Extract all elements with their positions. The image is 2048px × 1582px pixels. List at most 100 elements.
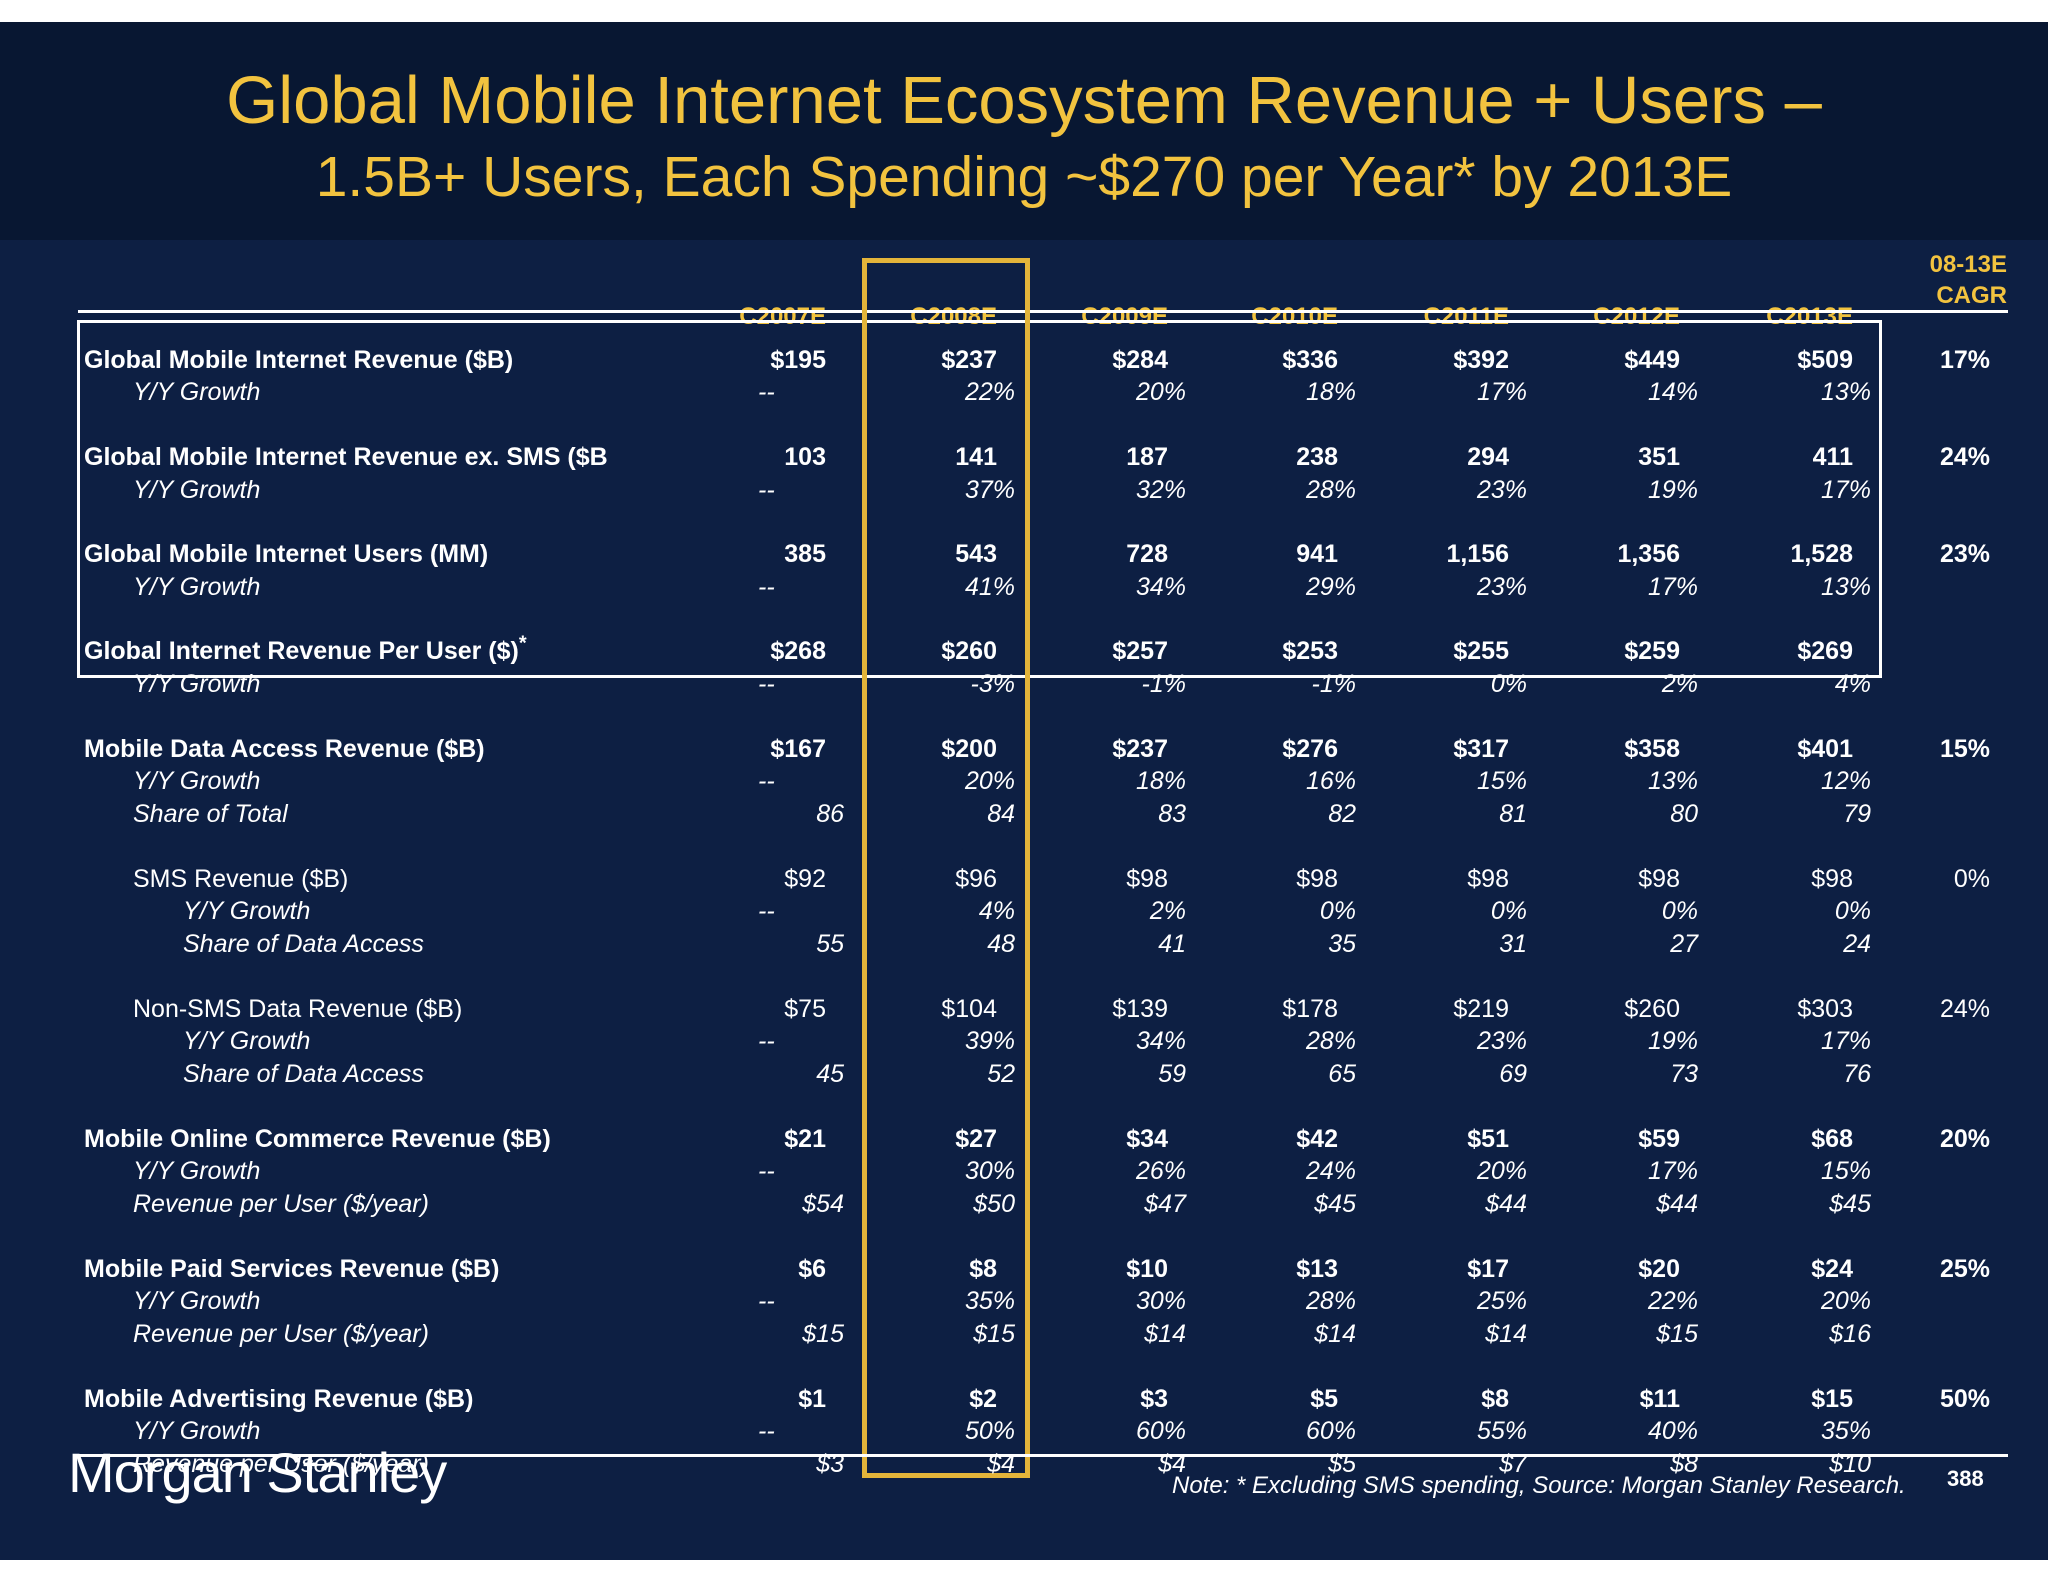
row-label: Share of Data Access bbox=[183, 1060, 424, 1088]
cell-c2013e: 1,528 bbox=[1790, 540, 1853, 568]
table-row: Y/Y Growth -- 35% 30% 28% 25% 22% 20% bbox=[0, 1285, 2048, 1317]
cell-c2013e: $45 bbox=[1829, 1190, 1871, 1218]
cell-c2013e: 13% bbox=[1820, 573, 1871, 601]
table-row: Mobile Online Commerce Revenue ($B) $21 $2… bbox=[0, 1123, 2048, 1155]
cell-c2009e: 30% bbox=[1135, 1287, 1186, 1315]
cell-c2012e: $59 bbox=[1638, 1125, 1680, 1153]
cell-c2010e: 0% bbox=[1319, 897, 1356, 925]
table-row: Revenue per User ($/year) $54 $50 $47 $45 $44… bbox=[0, 1188, 2048, 1220]
cell-c2008e: 37% bbox=[964, 476, 1015, 504]
cell-c2010e: 18% bbox=[1305, 378, 1356, 406]
cell-cagr: 0% bbox=[1953, 865, 1990, 893]
row-label: Share of Data Access bbox=[183, 930, 424, 958]
cell-c2008e: $4 bbox=[987, 1450, 1015, 1478]
cell-c2008e: $200 bbox=[941, 735, 997, 763]
row-label: Mobile Online Commerce Revenue ($B) bbox=[84, 1125, 551, 1153]
table-row: Global Mobile Internet Revenue ex. SMS (… bbox=[0, 441, 2048, 473]
cell-c2007e: $3 bbox=[816, 1450, 844, 1478]
cell-c2012e: $44 bbox=[1656, 1190, 1698, 1218]
cell-c2008e: 141 bbox=[955, 443, 997, 471]
table-row: Y/Y Growth -- 37% 32% 28% 23% 19% 17% bbox=[0, 474, 2048, 506]
cell-c2011e: 55% bbox=[1476, 1417, 1527, 1445]
cell-c2013e: $24 bbox=[1811, 1255, 1853, 1283]
cell-c2013e: 411 bbox=[1812, 443, 1853, 471]
cell-c2010e: 29% bbox=[1305, 573, 1356, 601]
cell-c2013e: $509 bbox=[1797, 346, 1853, 374]
morgan-stanley-logo: Morgan Stanley bbox=[68, 1441, 447, 1504]
cell-c2007e: 55 bbox=[816, 930, 844, 958]
cell-c2010e: $13 bbox=[1296, 1255, 1338, 1283]
footnote-marker: * bbox=[518, 632, 527, 655]
table-row: Y/Y Growth -- 4% 2% 0% 0% 0% 0% bbox=[0, 895, 2048, 927]
cell-c2011e: 0% bbox=[1490, 670, 1527, 698]
cell-c2007e: -- bbox=[758, 670, 775, 698]
row-label: Global Mobile Internet Revenue ($B) bbox=[84, 346, 514, 374]
cell-c2009e: 59 bbox=[1158, 1060, 1186, 1088]
cell-c2013e: 79 bbox=[1843, 800, 1871, 828]
cell-c2012e: 14% bbox=[1647, 378, 1698, 406]
cell-c2007e: -- bbox=[758, 573, 775, 601]
cell-c2013e: 4% bbox=[1834, 670, 1871, 698]
row-label: Y/Y Growth bbox=[183, 897, 311, 925]
cell-cagr: 17% bbox=[1939, 346, 1990, 374]
table-row: Y/Y Growth -- 39% 34% 28% 23% 19% 17% bbox=[0, 1025, 2048, 1057]
cell-c2007e: -- bbox=[758, 476, 775, 504]
cell-c2007e: $92 bbox=[784, 865, 826, 893]
row-label: Mobile Paid Services Revenue ($B) bbox=[84, 1255, 500, 1283]
cell-c2009e: 728 bbox=[1126, 540, 1168, 568]
year-header-c2011e: C2011E bbox=[1423, 303, 1509, 330]
cell-c2009e: 26% bbox=[1135, 1157, 1186, 1185]
cagr-header-label: CAGR bbox=[1936, 282, 2007, 309]
cell-cagr: 50% bbox=[1939, 1385, 1990, 1413]
cell-c2009e: -1% bbox=[1141, 670, 1186, 698]
cell-c2008e: $2 bbox=[969, 1385, 997, 1413]
cell-c2012e: 1,356 bbox=[1617, 540, 1680, 568]
cell-c2010e: 238 bbox=[1296, 443, 1338, 471]
table-row: Y/Y Growth -- 20% 18% 16% 15% 13% 12% bbox=[0, 765, 2048, 797]
page-number: 388 bbox=[1947, 1466, 1984, 1491]
cell-c2007e: -- bbox=[758, 897, 775, 925]
cell-c2013e: $303 bbox=[1797, 995, 1853, 1023]
cell-c2011e: 294 bbox=[1467, 443, 1509, 471]
cell-c2008e: 543 bbox=[955, 540, 997, 568]
cell-c2013e: 13% bbox=[1820, 378, 1871, 406]
cell-c2013e: 35% bbox=[1820, 1417, 1871, 1445]
cell-c2012e: $358 bbox=[1624, 735, 1680, 763]
cell-c2007e: 86 bbox=[816, 800, 844, 828]
cell-c2009e: $257 bbox=[1112, 637, 1168, 665]
row-label: Y/Y Growth bbox=[133, 573, 261, 601]
cell-c2008e: $260 bbox=[941, 637, 997, 665]
table-row: Share of Data Access 55 48 41 35 31 27 24 bbox=[0, 928, 2048, 960]
row-label: Revenue per User ($/year) bbox=[133, 1320, 429, 1348]
slide-title: Global Mobile Internet Ecosystem Revenue… bbox=[226, 63, 1822, 138]
cell-c2010e: $276 bbox=[1282, 735, 1338, 763]
cell-c2009e: $34 bbox=[1126, 1125, 1168, 1153]
cell-c2010e: $178 bbox=[1282, 995, 1338, 1023]
row-label: Y/Y Growth bbox=[133, 1157, 261, 1185]
cell-c2010e: $5 bbox=[1310, 1385, 1338, 1413]
row-label: Global Mobile Internet Users (MM) bbox=[84, 540, 489, 568]
cell-c2010e: 24% bbox=[1305, 1157, 1356, 1185]
cell-c2012e: $259 bbox=[1624, 637, 1680, 665]
cell-c2007e: $6 bbox=[798, 1255, 826, 1283]
cell-c2008e: 20% bbox=[964, 767, 1015, 795]
table-row: Non-SMS Data Revenue ($B) $75 $104 $139 $178… bbox=[0, 993, 2048, 1025]
year-header-c2013e: C2013E bbox=[1766, 303, 1853, 330]
cell-c2011e: 31 bbox=[1499, 930, 1527, 958]
cagr-header: 08-13E CAGR bbox=[1930, 249, 2007, 311]
row-label: Global Mobile Internet Revenue ex. SMS (… bbox=[84, 443, 608, 471]
cell-c2008e: $96 bbox=[955, 865, 997, 893]
table-row: Y/Y Growth -- 22% 20% 18% 17% 14% 13% bbox=[0, 376, 2048, 408]
cell-c2007e: 103 bbox=[784, 443, 826, 471]
cell-c2008e: 50% bbox=[964, 1417, 1015, 1445]
cell-c2009e: $3 bbox=[1140, 1385, 1168, 1413]
cell-c2009e: 83 bbox=[1158, 800, 1186, 828]
year-header-c2010e: C2010E bbox=[1251, 303, 1338, 330]
cell-c2008e: 4% bbox=[978, 897, 1015, 925]
cell-c2011e: 23% bbox=[1476, 476, 1527, 504]
cell-c2012e: 40% bbox=[1647, 1417, 1698, 1445]
cell-c2010e: $14 bbox=[1314, 1320, 1356, 1348]
cell-c2012e: 2% bbox=[1661, 670, 1698, 698]
cell-c2010e: 28% bbox=[1305, 476, 1356, 504]
cell-c2010e: 28% bbox=[1305, 1287, 1356, 1315]
